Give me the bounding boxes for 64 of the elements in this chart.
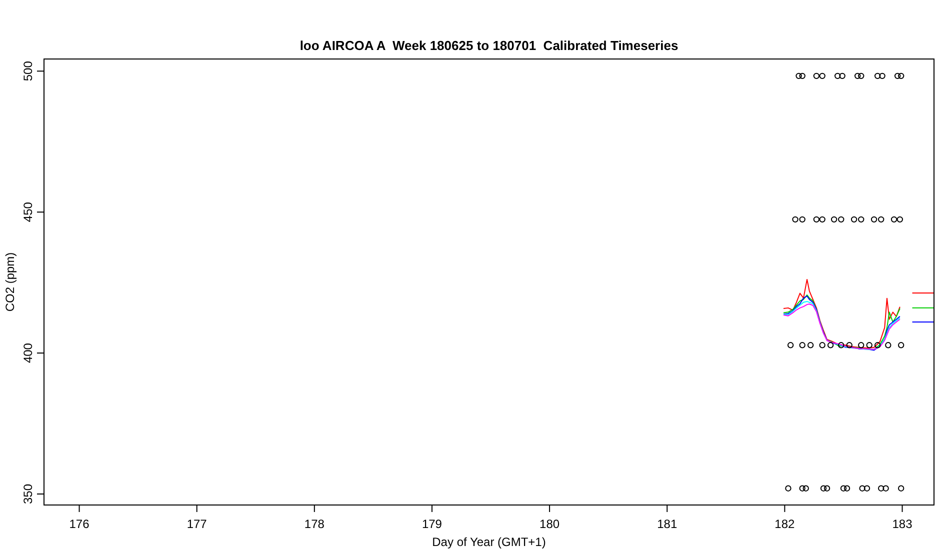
- point: [866, 342, 872, 348]
- point: [824, 485, 830, 492]
- point: [807, 342, 814, 348]
- x-tick-label: 176: [69, 517, 90, 531]
- point: [838, 342, 844, 348]
- point: [864, 485, 870, 492]
- x-tick-label: 181: [657, 517, 678, 531]
- point: [878, 216, 884, 223]
- point: [885, 342, 892, 348]
- y-axis-title: CO2 (ppm): [3, 252, 17, 312]
- point: [799, 72, 806, 80]
- y-tick-label: 450: [21, 202, 35, 222]
- point: [898, 72, 904, 80]
- point: [874, 342, 881, 348]
- line-series: [783, 278, 900, 348]
- point: [799, 342, 806, 348]
- point: [879, 72, 886, 80]
- y-tick-label: 350: [21, 484, 35, 504]
- x-tick-label: 183: [892, 517, 913, 531]
- y-tick-label: 400: [21, 342, 35, 364]
- point: [792, 216, 798, 223]
- point: [859, 485, 866, 492]
- point: [834, 72, 841, 80]
- point: [839, 72, 846, 80]
- x-axis-title: Day of Year (GMT+1): [432, 535, 546, 549]
- point: [854, 72, 861, 80]
- y-tick-label: 500: [21, 60, 35, 82]
- point: [813, 72, 820, 80]
- chart-title: loo AIRCOA A Week 180625 to 180701 Calibrated Timeseries: [300, 38, 678, 53]
- x-tick-label: 177: [186, 517, 208, 531]
- point: [850, 216, 858, 223]
- point: [819, 216, 826, 223]
- point: [813, 216, 820, 223]
- point: [890, 216, 898, 223]
- point: [874, 72, 881, 80]
- point: [820, 485, 827, 492]
- point: [846, 342, 852, 348]
- point: [858, 216, 864, 223]
- x-tick-label: 178: [304, 517, 325, 531]
- point: [827, 342, 834, 348]
- point: [799, 485, 806, 492]
- point: [882, 485, 889, 492]
- point: [787, 342, 794, 348]
- x-tick-label: 180: [540, 517, 560, 531]
- point: [796, 72, 802, 80]
- point: [894, 72, 901, 80]
- point: [898, 485, 904, 492]
- point: [840, 485, 847, 492]
- point: [819, 72, 826, 80]
- point: [898, 342, 904, 348]
- point: [830, 216, 838, 223]
- x-tick-label: 179: [422, 517, 442, 531]
- point: [858, 72, 864, 80]
- point: [858, 342, 864, 348]
- point: [896, 216, 904, 223]
- point: [878, 485, 884, 492]
- point: [802, 485, 809, 492]
- point: [819, 342, 826, 348]
- x-tick-label: 182: [774, 517, 796, 531]
- point: [785, 485, 792, 492]
- point: [799, 216, 806, 223]
- point: [838, 216, 844, 223]
- point: [870, 216, 878, 223]
- point: [844, 485, 850, 492]
